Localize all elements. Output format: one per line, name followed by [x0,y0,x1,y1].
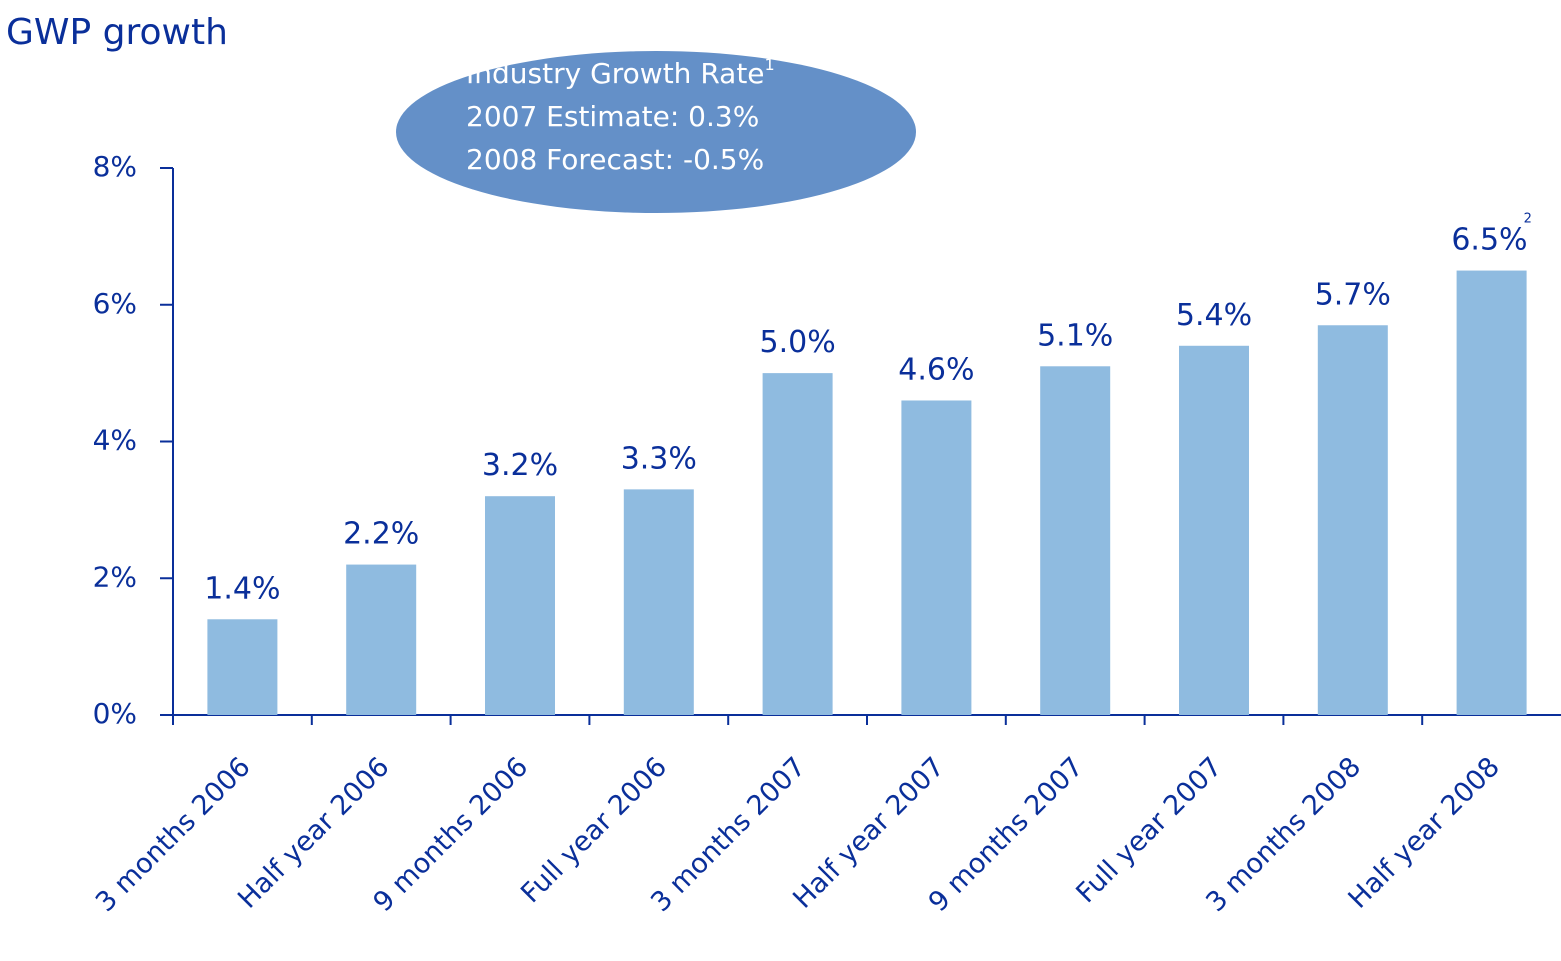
value-label: 4.6% [898,352,974,387]
value-label-text: 3.2% [482,448,558,483]
bar [1456,270,1527,715]
value-label-text: 5.0% [759,325,835,360]
annotation-note: 1 [765,55,775,74]
bar [1317,325,1388,715]
y-tick-label: 2% [93,560,137,593]
bar [623,489,694,715]
y-tick-label: 4% [93,424,137,457]
x-tick-label: 9 months 2007 [923,751,1090,918]
annotation-line: Industry Growth Rate1 [466,55,775,91]
x-tick-label: Full year 2007 [1070,751,1228,909]
x-tick-label: Half year 2008 [1343,751,1506,914]
annotation-text: Industry Growth Rate [466,57,765,90]
annotation-line: 2008 Forecast: -0.5% [466,143,764,176]
annotation-bubble [396,51,916,213]
value-label-text: 5.4% [1176,297,1252,332]
value-label-text: 2.2% [343,516,419,551]
value-label: 1.4% [204,571,280,606]
value-label: 5.4% [1176,297,1252,332]
bar [762,373,833,715]
y-tick-label: 6% [93,287,137,320]
annotation-line: 2007 Estimate: 0.3% [466,100,759,133]
value-label: 3.3% [621,441,697,476]
value-label-text: 1.4% [204,571,280,606]
value-label: 5.7% [1315,277,1391,312]
bar [1040,366,1111,715]
x-tick-label: Half year 2006 [232,751,395,914]
chart-title: GWP growth [6,12,228,53]
x-tick-label: Full year 2006 [515,751,673,909]
y-tick-label: 0% [93,697,137,730]
value-label-text: 5.7% [1315,277,1391,312]
bar [901,400,972,715]
value-label: 2.2% [343,516,419,551]
bar [1179,345,1249,715]
bar [207,619,278,715]
value-label: 3.2% [482,448,558,483]
x-tick-label: 9 months 2006 [368,751,535,918]
value-label: 6.5%2 [1451,211,1532,257]
value-note: 2 [1524,211,1532,226]
value-label-text: 3.3% [621,441,697,476]
x-tick-label: Half year 2007 [787,751,950,914]
value-label-text: 5.1% [1037,318,1113,353]
value-label-text: 6.5% [1451,222,1527,257]
value-label: 5.0% [759,325,835,360]
bar [346,564,417,715]
y-tick-label: 8% [93,150,137,183]
bar [485,496,555,715]
value-label-text: 4.6% [898,352,974,387]
value-label: 5.1% [1037,318,1113,353]
